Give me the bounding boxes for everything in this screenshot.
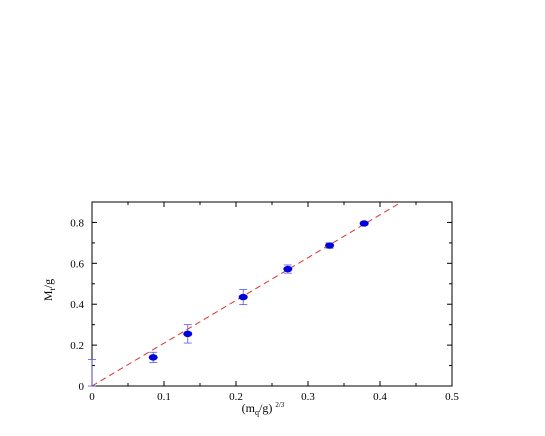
x-tick-label: 0 bbox=[89, 391, 95, 403]
y-tick-label: 0.6 bbox=[70, 258, 84, 270]
x-tick-label: 0.2 bbox=[229, 391, 243, 403]
fit-line bbox=[91, 201, 402, 387]
data-point bbox=[325, 242, 335, 249]
x-tick-label: 0.3 bbox=[301, 391, 315, 403]
plot-frame bbox=[91, 201, 453, 387]
y-ticks: 0 0.2 0.4 0.6 0.8 bbox=[70, 201, 452, 393]
x-tick-label: 0.4 bbox=[373, 391, 387, 403]
data-point bbox=[183, 330, 193, 338]
data-point bbox=[283, 265, 293, 273]
x-axis-label: (mq/g) 2/3 bbox=[242, 401, 285, 417]
y-axis-label: Mt/g bbox=[41, 279, 57, 301]
data-point bbox=[238, 293, 248, 301]
y-tick-label: 0 bbox=[79, 381, 85, 393]
y-tick-label: 0.2 bbox=[70, 340, 84, 352]
y-tick-label: 0.4 bbox=[70, 299, 84, 311]
y-tick-label: 0.8 bbox=[70, 217, 84, 229]
data-point bbox=[148, 354, 158, 361]
x-tick-label: 0.5 bbox=[445, 391, 459, 403]
data-points bbox=[148, 220, 369, 361]
data-point bbox=[359, 220, 369, 227]
x-tick-label: 0.1 bbox=[157, 391, 171, 403]
x-ticks: 0 0.1 0.2 0.3 0.4 0.5 bbox=[89, 202, 459, 403]
